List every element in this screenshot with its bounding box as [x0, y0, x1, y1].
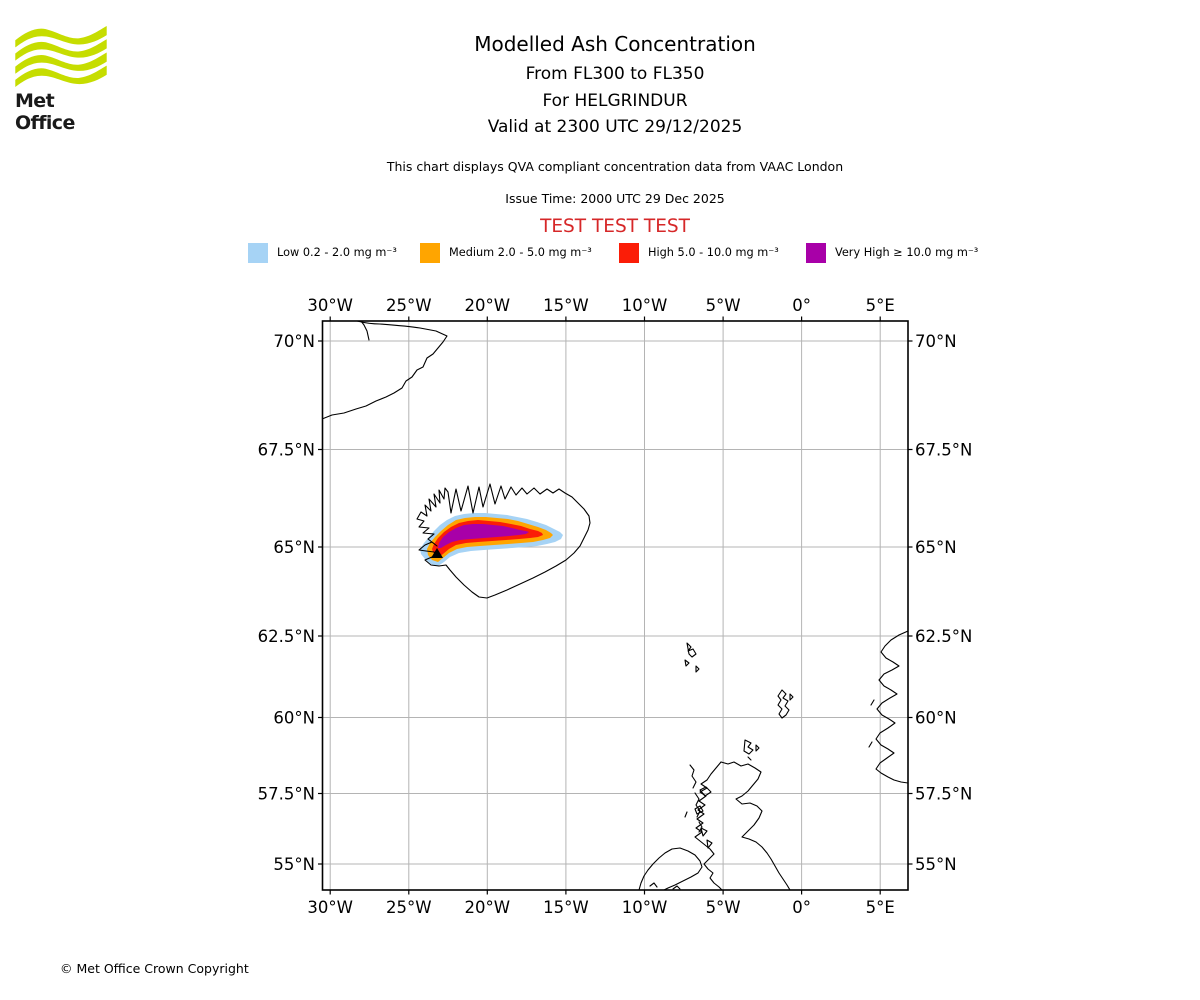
lat-tick-label: 57.5°N	[915, 785, 972, 804]
legend-swatch-low	[248, 242, 268, 263]
axis-ticks	[318, 316, 913, 895]
coastline-greenland	[322, 321, 448, 420]
lat-tick-label: 67.5°N	[915, 441, 972, 460]
lat-tick-label: 57.5°N	[258, 785, 315, 804]
lon-tick-label: 15°W	[543, 898, 589, 917]
legend-item-very-high: Very High ≥ 10.0 mg m⁻³	[806, 242, 978, 263]
lat-tick-label: 62.5°N	[258, 627, 315, 646]
coastline-iceland	[416, 483, 591, 599]
legend-swatch-very-high	[806, 242, 826, 263]
map-gridlines	[322, 321, 908, 890]
lat-tick-label: 67.5°N	[258, 441, 315, 460]
plume-very-high-band	[438, 524, 529, 548]
flight-level-subtitle: From FL300 to FL350	[525, 64, 705, 84]
lon-tick-label: 5°W	[706, 898, 741, 917]
lat-tick-label: 55°N	[273, 855, 315, 874]
coastline-norway	[868, 630, 908, 784]
test-banner: TEST TEST TEST	[540, 216, 690, 237]
lat-tick-label: 55°N	[915, 855, 957, 874]
lon-tick-label: 25°W	[386, 898, 432, 917]
lat-tick-label: 70°N	[915, 332, 957, 351]
lon-tick-label: 5°E	[866, 296, 895, 315]
lon-tick-label: 10°W	[622, 296, 668, 315]
coastline-outer-hebrides	[684, 764, 703, 833]
lat-tick-label: 62.5°N	[915, 627, 972, 646]
compliance-note: This chart displays QVA compliant concen…	[386, 159, 844, 174]
lon-axis-bottom: 30°W 25°W 20°W 15°W 10°W 5°W 0° 5°E	[307, 898, 894, 917]
ash-plume	[420, 513, 563, 566]
lat-tick-label: 60°N	[273, 709, 315, 728]
legend-label-very-high: Very High ≥ 10.0 mg m⁻³	[835, 246, 979, 259]
lat-tick-label: 70°N	[273, 332, 315, 351]
legend-item-low: Low 0.2 - 2.0 mg m⁻³	[248, 242, 397, 263]
coastline-greenland-inlet	[360, 321, 370, 341]
lat-axis-left: 70°N 67.5°N 65°N 62.5°N 60°N 57.5°N 55°N	[258, 332, 315, 874]
volcano-subtitle: For HELGRINDUR	[542, 91, 688, 111]
coastlines	[322, 321, 908, 890]
valid-time-subtitle: Valid at 2300 UTC 29/12/2025	[487, 117, 743, 137]
legend-item-high: High 5.0 - 10.0 mg m⁻³	[619, 242, 779, 263]
lon-tick-label: 30°W	[307, 296, 353, 315]
coastline-ireland	[638, 847, 703, 890]
legend-label-low: Low 0.2 - 2.0 mg m⁻³	[277, 246, 397, 259]
lon-tick-label: 5°E	[866, 898, 895, 917]
map-frame	[321, 320, 909, 891]
lon-axis-top: 30°W 25°W 20°W 15°W 10°W 5°W 0° 5°E	[307, 296, 894, 315]
page-title: Modelled Ash Concentration	[474, 32, 756, 56]
legend-label-high: High 5.0 - 10.0 mg m⁻³	[648, 246, 779, 259]
coastline-faroe-islands	[684, 642, 700, 673]
coastline-orkney	[743, 739, 760, 761]
lon-tick-label: 20°W	[465, 296, 511, 315]
lon-tick-label: 5°W	[706, 296, 741, 315]
logo-waves-icon	[15, 26, 107, 87]
lon-tick-label: 0°	[792, 296, 811, 315]
coastline-shetland	[777, 689, 794, 719]
lat-tick-label: 60°N	[915, 709, 957, 728]
met-office-logo: Met Office	[15, 24, 107, 134]
lon-tick-label: 15°W	[543, 296, 589, 315]
legend-swatch-high	[619, 242, 639, 263]
legend-label-medium: Medium 2.0 - 5.0 mg m⁻³	[449, 246, 592, 259]
volcano-marker	[431, 548, 443, 558]
lon-tick-label: 20°W	[465, 898, 511, 917]
lat-tick-label: 65°N	[273, 538, 315, 557]
legend-item-medium: Medium 2.0 - 5.0 mg m⁻³	[420, 242, 592, 263]
lon-tick-label: 0°	[792, 898, 811, 917]
lat-tick-label: 65°N	[915, 538, 957, 557]
coastline-scotland-west	[694, 761, 723, 890]
coastline-scotland-east	[720, 761, 791, 890]
copyright-footer: © Met Office Crown Copyright	[60, 961, 249, 976]
lon-tick-label: 25°W	[386, 296, 432, 315]
lat-axis-right: 70°N 67.5°N 65°N 62.5°N 60°N 57.5°N 55°N	[915, 332, 972, 874]
issue-time: Issue Time: 2000 UTC 29 Dec 2025	[505, 191, 725, 206]
lon-tick-label: 30°W	[307, 898, 353, 917]
coastline-inner-hebrides	[694, 786, 713, 849]
logo-wordmark: Met Office	[15, 90, 75, 134]
lon-tick-label: 10°W	[622, 898, 668, 917]
legend-swatch-medium	[420, 242, 440, 263]
